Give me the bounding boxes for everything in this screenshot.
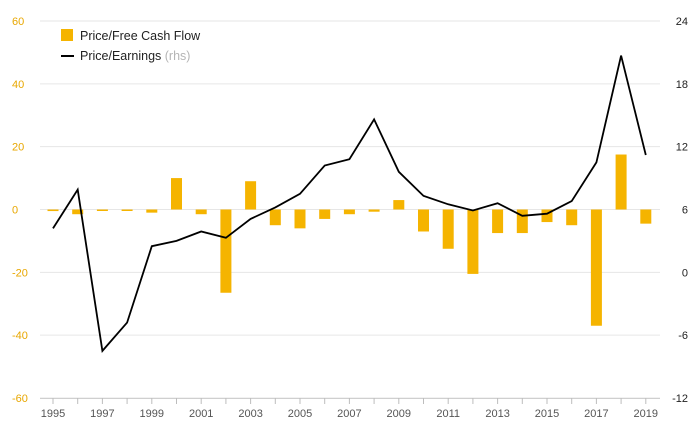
bar (96, 209, 108, 211)
x-tick-label: 2001 (189, 408, 213, 420)
line-series (52, 55, 647, 353)
y-left-tick-label: 60 (12, 16, 24, 28)
y-left-tick-label: -60 (12, 393, 28, 405)
legend-label-price-fcf: Price/Free Cash Flow (80, 29, 201, 43)
y-left-tick-label: 0 (12, 205, 18, 217)
bar (640, 209, 652, 224)
y-right-tick-label: -12 (672, 393, 688, 405)
legend-label-price-earnings: Price/Earnings (rhs) (80, 49, 190, 63)
bar (467, 209, 479, 274)
bar (294, 209, 306, 229)
x-tick-label: 2017 (584, 408, 608, 420)
bar (368, 209, 380, 212)
legend-label-suffix: (rhs) (161, 49, 190, 63)
bar-series (47, 154, 652, 326)
bar (171, 178, 182, 210)
x-tick-label: 2013 (485, 408, 509, 420)
y-right-tick-label: 12 (676, 142, 688, 154)
bar (195, 209, 207, 215)
y-right-tick-label: 24 (676, 16, 688, 28)
bar (566, 209, 578, 226)
bar (72, 209, 84, 215)
y-left-tick-label: -40 (12, 330, 28, 342)
bar (47, 209, 59, 212)
x-tick-label: 2005 (288, 408, 312, 420)
y-right-tick-label: 0 (682, 267, 688, 279)
y-right-tick-label: -6 (678, 330, 688, 342)
bar (418, 209, 429, 232)
x-tick-label: 2007 (337, 408, 361, 420)
y-left-tick-label: -20 (12, 267, 28, 279)
x-tick-label: 1995 (41, 408, 65, 420)
y-right-tick-label: 18 (676, 79, 688, 91)
x-tick-label: 2003 (238, 408, 262, 420)
legend-swatch-bar (61, 29, 73, 41)
bar (319, 209, 331, 219)
x-tick-label: 2011 (436, 408, 460, 420)
x-tick-label: 2009 (387, 408, 411, 420)
bar (615, 154, 627, 210)
bar (492, 209, 504, 234)
bar (343, 209, 355, 215)
x-tick-label: 1997 (90, 408, 114, 420)
bar (269, 209, 281, 226)
x-tick-label: 2015 (535, 408, 559, 420)
bar (516, 209, 528, 234)
y-left-tick-label: 20 (12, 142, 24, 154)
y-right-tick-label: 6 (682, 205, 688, 217)
bar (146, 209, 158, 213)
legend-label-text: Price/Earnings (80, 49, 161, 63)
bar (442, 209, 454, 249)
legend: Price/Free Cash Flow Price/Earnings (rhs… (61, 29, 201, 63)
bar (220, 209, 232, 293)
x-tick-label: 2019 (634, 408, 658, 420)
bar (121, 209, 133, 211)
bar (393, 200, 405, 210)
bar (590, 209, 602, 326)
bar (245, 181, 257, 210)
y-left-tick-label: 40 (12, 79, 24, 91)
series-line (52, 55, 647, 353)
x-tick-label: 1999 (140, 408, 164, 420)
bar (541, 209, 553, 223)
